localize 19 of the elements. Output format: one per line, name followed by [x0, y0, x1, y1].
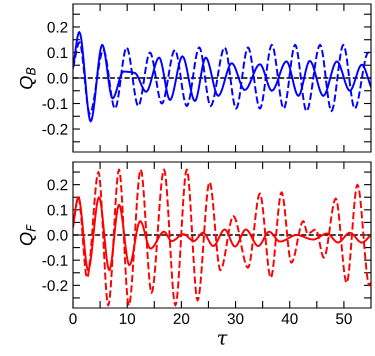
y-axis-title: Q$_{F}$ — [20, 224, 36, 246]
y-tick-label: 0.0 — [48, 230, 68, 241]
x-axis-title: τ — [218, 334, 228, 345]
x-tick-label: 40 — [282, 313, 298, 324]
y-tick-label: 0.1 — [48, 47, 68, 58]
y-tick-label: 0.0 — [48, 72, 68, 84]
y-tick-label: 0.1 — [48, 204, 68, 216]
x-tick-label: 30 — [228, 313, 244, 324]
y-tick-label: 0.2 — [48, 22, 68, 33]
y-tick-label: -0.1 — [42, 98, 68, 110]
x-tick-label: 0 — [69, 313, 77, 324]
y-tick-label: -0.1 — [42, 255, 68, 266]
x-tick-label: 10 — [120, 313, 136, 324]
y-tick-label: -0.2 — [42, 124, 68, 135]
y-axis-title: Q$_{B}$ — [20, 68, 36, 89]
y-tick-label: -0.2 — [42, 280, 68, 292]
x-tick-label: 50 — [336, 313, 352, 324]
y-tick-label: 0.2 — [48, 180, 68, 190]
x-tick-label: 20 — [174, 313, 190, 324]
